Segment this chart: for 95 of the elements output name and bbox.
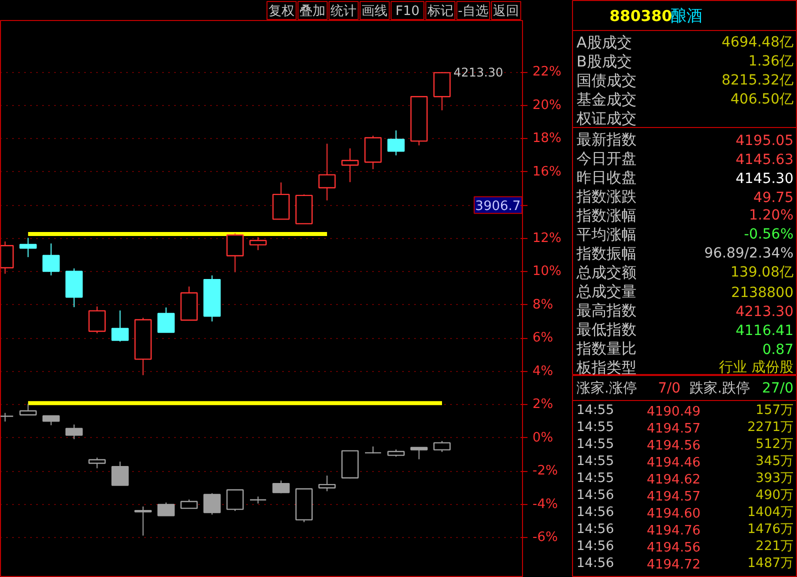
text: 512万 [756, 437, 794, 452]
text: 1404万 [747, 505, 794, 520]
text: 1.36亿 [748, 54, 794, 70]
text: 8215.32亿 [722, 72, 794, 88]
text: A股成交 [576, 34, 632, 52]
text: 4190.49 [646, 404, 701, 420]
text: 4194.46 [646, 456, 701, 470]
text: 221万 [756, 539, 794, 554]
text: 345万 [756, 454, 794, 469]
text: 14:55 [576, 420, 614, 435]
text: 4194.57 [646, 422, 701, 436]
text: 14:55 [576, 403, 614, 418]
y-tick-label: 22% [532, 64, 562, 80]
text: 叠加 [300, 4, 326, 19]
text: 今日开盘 [576, 150, 636, 168]
text: 14:56 [576, 539, 614, 554]
text: 1.20% [749, 208, 794, 224]
text: 指数涨幅 [576, 206, 636, 224]
text: 指数量比 [576, 340, 636, 358]
text: 14:56 [576, 522, 614, 537]
y-tick-label: 8% [532, 297, 554, 312]
y-tick-label: 4% [532, 364, 554, 379]
y-tick-label: 18% [532, 131, 562, 146]
text: 酿酒 [670, 6, 702, 25]
text: 涨家.涨停 [576, 380, 637, 396]
y-tick-label: 20% [532, 98, 562, 113]
y-tick-label: 2% [532, 397, 554, 412]
text: 画线 [362, 4, 388, 19]
text: B股成交 [576, 52, 632, 70]
text: 4213.30 [736, 304, 794, 320]
text: 14:56 [576, 556, 614, 571]
text: 14:56 [576, 488, 614, 503]
y-tick-label: -6% [532, 530, 558, 546]
text: 标记 [426, 4, 454, 19]
text: 行业 成份股 [719, 360, 794, 376]
text: 27/0 [762, 380, 794, 396]
text: 49.75 [753, 190, 794, 206]
text: 7/0 [658, 380, 680, 396]
text: 14:56 [576, 505, 614, 520]
text: 2138800 [731, 285, 794, 301]
text: 4694.48亿 [722, 34, 794, 50]
text: 国债成交 [576, 72, 636, 90]
text: 跌家.跌停 [690, 380, 750, 396]
text: 平均涨幅 [576, 226, 636, 244]
text: 4194.76 [646, 524, 701, 538]
text: 3906.7 [475, 199, 521, 214]
text: 2271万 [747, 420, 794, 435]
text: 406.50亿 [730, 92, 794, 108]
text: 4194.56 [646, 438, 701, 454]
text: 14:55 [576, 471, 614, 486]
text: 4194.62 [646, 472, 701, 488]
text: 393万 [756, 471, 794, 486]
text: 157万 [756, 403, 794, 418]
text: 4145.30 [736, 171, 794, 187]
text: 14:55 [576, 437, 614, 452]
text: -自选 [458, 4, 489, 19]
text: 139.08亿 [730, 264, 794, 280]
text: 490万 [756, 488, 794, 503]
text: 统计 [330, 4, 357, 19]
text: 总成交额 [576, 264, 636, 282]
text: F10 [396, 4, 420, 19]
text: 1476万 [747, 522, 794, 537]
y-tick-label: 12% [532, 230, 562, 246]
text: -0.56% [744, 226, 794, 242]
text: 96.89/2.34% [704, 246, 794, 262]
text: 复权 [268, 4, 295, 19]
y-tick-label: -4% [532, 496, 558, 512]
text: 4195.05 [736, 133, 794, 149]
y-tick-label: -2% [532, 464, 558, 479]
text: 最低指数 [576, 320, 636, 338]
text: 最高指数 [576, 302, 636, 320]
text: 1487万 [747, 556, 794, 571]
text: 权证成交 [576, 110, 636, 128]
text: 昨日收盘 [576, 168, 636, 186]
text: 4194.60 [646, 506, 701, 522]
text: 基金成交 [576, 90, 636, 108]
text: 返回 [493, 4, 520, 19]
text: 指数振幅 [576, 244, 636, 262]
text: 880380 [610, 7, 672, 25]
y-tick-label: 10% [532, 264, 562, 280]
text: 0.87 [762, 342, 794, 358]
y-tick-label: 6% [532, 330, 554, 346]
text: 4213.30 [454, 66, 504, 80]
y-tick-label: 0% [532, 430, 554, 446]
text: 总成交量 [576, 282, 636, 300]
text: 14:55 [576, 454, 614, 469]
text: 指数涨跌 [576, 188, 636, 206]
text: 4194.56 [646, 540, 701, 556]
text: 4116.41 [736, 323, 794, 339]
text: 4194.57 [646, 490, 701, 504]
text: 4145.63 [736, 152, 794, 168]
text: 4194.72 [646, 558, 701, 572]
text: 板指类型 [576, 358, 636, 376]
text: 最新指数 [576, 130, 636, 148]
y-tick-label: 16% [532, 164, 562, 180]
